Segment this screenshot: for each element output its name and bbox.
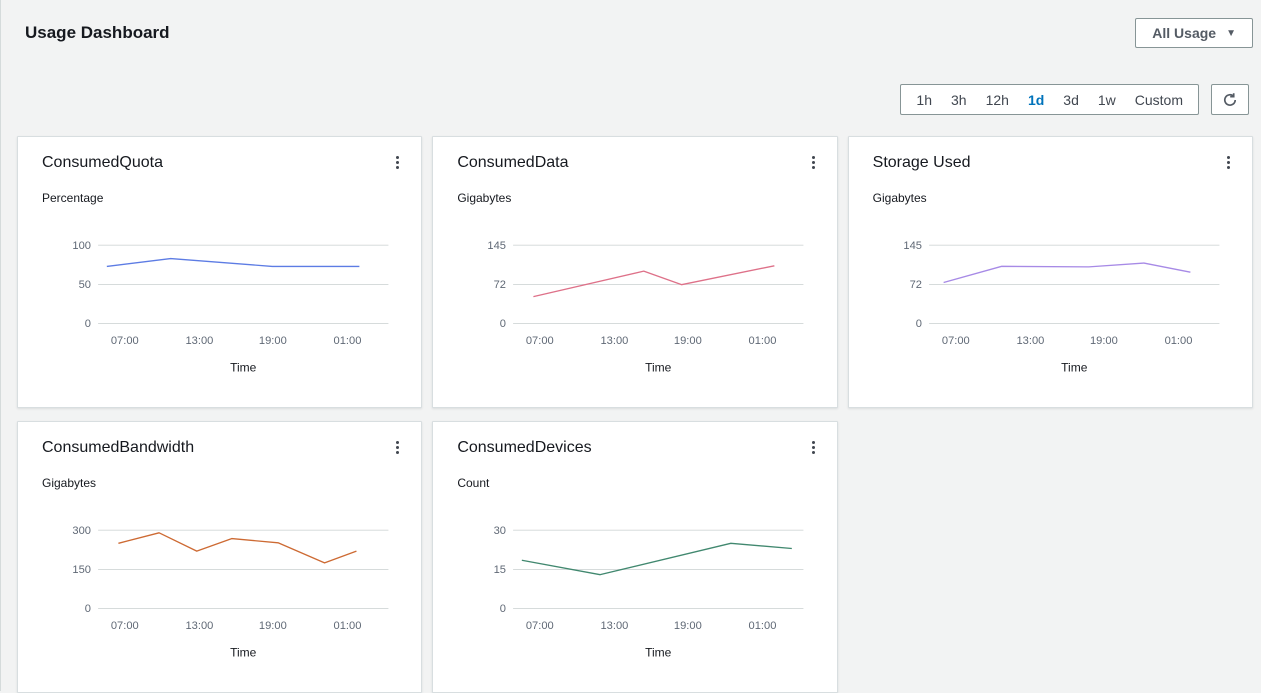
- kebab-menu-icon[interactable]: [806, 153, 821, 172]
- refresh-icon: [1222, 92, 1238, 108]
- card-title: ConsumedQuota: [42, 153, 163, 173]
- line-chart-consumed-devices: 30 15 0 07:00 13:00 19:00 01:00 Time: [457, 503, 820, 675]
- svg-text:07:00: 07:00: [111, 335, 139, 347]
- svg-text:0: 0: [85, 603, 91, 615]
- svg-text:01:00: 01:00: [749, 335, 777, 347]
- kebab-menu-icon[interactable]: [806, 438, 821, 457]
- svg-text:Time: Time: [230, 361, 257, 375]
- svg-text:07:00: 07:00: [111, 620, 139, 632]
- kebab-menu-icon[interactable]: [390, 153, 405, 172]
- range-3d[interactable]: 3d: [1063, 92, 1079, 108]
- range-1d[interactable]: 1d: [1028, 92, 1044, 108]
- card-consumed-quota: ConsumedQuota Percentage 100 50 0 07:00 13:0…: [17, 136, 422, 408]
- kebab-menu-icon[interactable]: [1221, 153, 1236, 172]
- all-usage-dropdown[interactable]: All Usage ▼: [1135, 18, 1253, 48]
- svg-text:100: 100: [72, 240, 91, 252]
- svg-text:13:00: 13:00: [185, 620, 213, 632]
- svg-text:Time: Time: [645, 361, 672, 375]
- svg-text:150: 150: [72, 564, 91, 576]
- card-consumed-data: ConsumedData Gigabytes 14572007:0013:001…: [432, 136, 837, 408]
- dashboard-grid: ConsumedQuota Percentage 100 50 0 07:00 13:0…: [17, 136, 1253, 693]
- svg-text:19:00: 19:00: [674, 620, 702, 632]
- svg-text:15: 15: [494, 564, 506, 576]
- svg-text:19:00: 19:00: [1090, 335, 1118, 347]
- range-1w[interactable]: 1w: [1098, 92, 1116, 108]
- unit-label: Percentage: [42, 191, 405, 205]
- svg-text:0: 0: [500, 603, 506, 615]
- range-3h[interactable]: 3h: [951, 92, 967, 108]
- top-bar: Usage Dashboard All Usage ▼: [1, 0, 1261, 48]
- svg-text:19:00: 19:00: [259, 335, 287, 347]
- line-chart-consumed-quota: 100 50 0 07:00 13:00 19:00 01:00 Time: [42, 218, 405, 390]
- line-chart-storage-used: 145 72 0 07:00 13:00 19:00 01:00 Time: [873, 218, 1236, 390]
- svg-text:145: 145: [488, 240, 507, 252]
- svg-text:Time: Time: [230, 646, 257, 660]
- svg-text:72: 72: [909, 279, 921, 291]
- svg-text:01:00: 01:00: [749, 620, 777, 632]
- svg-text:72: 72: [494, 279, 506, 291]
- svg-text:Time: Time: [645, 646, 672, 660]
- refresh-button[interactable]: [1211, 84, 1249, 115]
- range-1h[interactable]: 1h: [916, 92, 932, 108]
- range-12h[interactable]: 12h: [986, 92, 1009, 108]
- svg-text:07:00: 07:00: [526, 335, 554, 347]
- card-consumed-devices: ConsumedDevices Count 30 15 0 07:00 13:00 19:…: [432, 421, 837, 693]
- svg-text:13:00: 13:00: [1016, 335, 1044, 347]
- svg-text:07:00: 07:00: [526, 620, 554, 632]
- svg-text:19:00: 19:00: [674, 335, 702, 347]
- time-toolbar: 1h 3h 12h 1d 3d 1w Custom: [1, 48, 1261, 115]
- all-usage-dropdown-label: All Usage: [1152, 25, 1216, 41]
- unit-label: Gigabytes: [42, 476, 405, 490]
- unit-label: Count: [457, 476, 820, 490]
- svg-text:Time: Time: [1061, 361, 1088, 375]
- svg-text:13:00: 13:00: [601, 335, 629, 347]
- card-title: ConsumedBandwidth: [42, 438, 194, 458]
- page-title: Usage Dashboard: [25, 18, 170, 43]
- card-storage-used: Storage Used Gigabytes 14572007:0013:001…: [848, 136, 1253, 408]
- unit-label: Gigabytes: [873, 191, 1236, 205]
- svg-text:0: 0: [85, 318, 91, 330]
- card-title: ConsumedData: [457, 153, 568, 173]
- svg-text:13:00: 13:00: [601, 620, 629, 632]
- chevron-down-icon: ▼: [1226, 28, 1236, 39]
- svg-text:30: 30: [494, 525, 506, 537]
- svg-text:50: 50: [79, 279, 91, 291]
- svg-text:19:00: 19:00: [259, 620, 287, 632]
- unit-label: Gigabytes: [457, 191, 820, 205]
- card-consumed-bandwidth: ConsumedBandwidth Gigabytes 300 150 0 07:00…: [17, 421, 422, 693]
- svg-text:01:00: 01:00: [334, 335, 362, 347]
- svg-text:145: 145: [903, 240, 922, 252]
- line-chart-consumed-data: 145 72 0 07:00 13:00 19:00 01:00 Time: [457, 218, 820, 390]
- svg-text:01:00: 01:00: [1164, 335, 1192, 347]
- card-title: ConsumedDevices: [457, 438, 591, 458]
- svg-text:300: 300: [72, 525, 91, 537]
- line-chart-consumed-bandwidth: 300 150 0 07:00 13:00 19:00 01:00 Time: [42, 503, 405, 675]
- svg-text:0: 0: [915, 318, 921, 330]
- svg-text:13:00: 13:00: [185, 335, 213, 347]
- svg-text:07:00: 07:00: [942, 335, 970, 347]
- time-range-selector: 1h 3h 12h 1d 3d 1w Custom: [900, 84, 1199, 115]
- svg-text:01:00: 01:00: [334, 620, 362, 632]
- svg-text:0: 0: [500, 318, 506, 330]
- range-custom[interactable]: Custom: [1135, 92, 1183, 108]
- card-title: Storage Used: [873, 153, 971, 173]
- kebab-menu-icon[interactable]: [390, 438, 405, 457]
